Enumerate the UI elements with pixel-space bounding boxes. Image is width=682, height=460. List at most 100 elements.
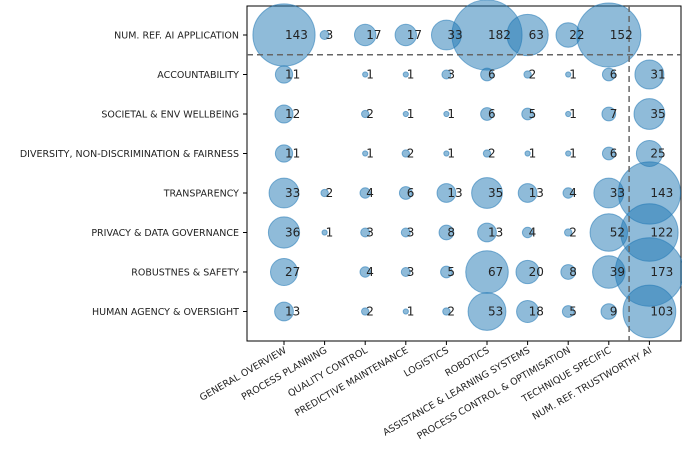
value-label: 103 (650, 305, 673, 319)
bubble-privacy-data-governance-process-control-optimisation (564, 228, 573, 237)
value-label: 4 (366, 186, 374, 200)
bubble-accountability-num-ref-trustworthy-ai (634, 59, 665, 90)
bubble-societal-env-wellbeing-assistance-learning-systems (521, 107, 534, 121)
value-label: 6 (407, 186, 415, 200)
value-label: 1 (366, 147, 374, 161)
value-label: 1 (407, 107, 415, 121)
bubble-human-agency-oversight-predictive-maintenance (402, 308, 409, 315)
value-label: 5 (529, 107, 537, 121)
bubble-privacy-data-governance-predictive-maintenance (400, 227, 411, 238)
value-label: 11 (285, 68, 300, 82)
value-label: 27 (285, 265, 300, 279)
bubble-accountability-quality-control (362, 71, 369, 78)
bubble-robustnes-safety-predictive-maintenance (400, 266, 411, 278)
bubble-diversity-non-discrimination-fairness-predictive-maintenance (401, 149, 410, 158)
value-label: 6 (610, 147, 618, 161)
bubble-human-agency-oversight-logistics (442, 307, 451, 316)
y-tick-label: SOCIETAL & ENV WELLBEING (101, 110, 239, 121)
bubble-privacy-data-governance-logistics (438, 224, 455, 241)
value-label: 143 (650, 186, 673, 200)
bubble-diversity-non-discrimination-fairness-quality-control (362, 150, 369, 157)
value-label: 1 (447, 107, 455, 121)
x-tick-label: ASSISTANCE & LEARNING SYSTEMS (381, 345, 532, 438)
bubble-societal-env-wellbeing-quality-control (361, 109, 370, 119)
bubble-robustnes-safety-general-overview (269, 257, 299, 287)
value-label: 13 (529, 186, 544, 200)
value-label: 1 (366, 68, 374, 82)
bubble-layer (252, 0, 682, 339)
value-label: 6 (488, 107, 496, 121)
value-label: 152 (610, 28, 633, 42)
bubble-accountability-process-control-optimisation (565, 71, 572, 78)
bubble-transparency-process-control-optimisation (562, 187, 574, 199)
value-label: 3 (366, 226, 374, 240)
value-label: 13 (285, 305, 300, 319)
separator-layer (247, 6, 681, 341)
bubble-num-ref-ai-application-technique-specific (576, 2, 642, 68)
bubble-human-agency-oversight-robotics (467, 292, 507, 331)
bubble-num-ref-ai-application-process-planning (319, 29, 330, 41)
value-label: 13 (447, 186, 462, 200)
value-label: 35 (488, 186, 503, 200)
value-label: 143 (285, 28, 308, 42)
bubble-diversity-non-discrimination-fairness-robotics (482, 149, 492, 158)
value-label: 67 (488, 265, 503, 279)
value-label: 7 (610, 107, 618, 121)
value-label: 33 (610, 186, 625, 200)
y-tick-label: ACCOUNTABILITY (157, 70, 239, 81)
bubble-transparency-predictive-maintenance (398, 186, 413, 200)
bubble-diversity-non-discrimination-fairness-logistics (443, 150, 450, 157)
value-label: 11 (285, 147, 300, 161)
bubble-accountability-robotics (480, 67, 494, 82)
bubble-privacy-data-governance-general-overview (267, 216, 301, 249)
y-tick-label: DIVERSITY, NON-DISCRIMINATION & FAIRNESS (20, 149, 239, 160)
value-label: 1 (529, 147, 537, 161)
value-label: 1 (569, 68, 577, 82)
bubble-transparency-assistance-learning-systems (517, 183, 538, 203)
bubble-accountability-predictive-maintenance (402, 71, 409, 78)
value-label: 5 (569, 305, 577, 319)
value-label: 2 (326, 186, 334, 200)
bubble-human-agency-oversight-quality-control (361, 307, 370, 316)
bubble-accountability-general-overview (274, 65, 294, 84)
value-label: 1 (326, 226, 334, 240)
value-label: 6 (610, 68, 618, 82)
bubble-robustnes-safety-process-control-optimisation (560, 264, 577, 280)
value-label: 182 (488, 28, 511, 42)
bubble-societal-env-wellbeing-technique-specific (601, 106, 617, 122)
bubble-societal-env-wellbeing-logistics (443, 110, 450, 118)
value-label: 20 (529, 265, 544, 279)
value-label: 22 (569, 28, 584, 42)
bubble-transparency-robotics (471, 177, 503, 209)
y-tick-label: ROBUSTNES & SAFETY (131, 268, 239, 279)
value-label: 2 (488, 147, 496, 161)
x-tick-label: LOGISTICS (402, 345, 451, 379)
bubble-transparency-quality-control (359, 187, 371, 199)
value-label: 17 (366, 28, 381, 42)
bubble-diversity-non-discrimination-fairness-general-overview (274, 144, 294, 163)
y-axis: NUM. REF. AI APPLICATION ACCOUNTABILITY SO… (20, 31, 247, 318)
value-label: 1 (407, 68, 415, 82)
value-label: 2 (529, 68, 537, 82)
value-label: 3 (407, 265, 415, 279)
bubble-robustnes-safety-logistics (440, 265, 453, 279)
y-tick-label: HUMAN AGENCY & OVERSIGHT (92, 307, 239, 318)
bubble-human-agency-oversight-assistance-learning-systems (516, 299, 540, 324)
value-label: 1 (407, 305, 415, 319)
value-label: 173 (650, 265, 673, 279)
value-label: 4 (366, 265, 374, 279)
y-tick-label: PRIVACY & DATA GOVERNANCE (91, 228, 239, 239)
value-label: 1 (569, 107, 577, 121)
value-label: 39 (610, 265, 625, 279)
value-label: 4 (529, 226, 537, 240)
bubble-transparency-process-planning (320, 188, 329, 198)
value-label: 17 (407, 28, 422, 42)
bubble-num-ref-ai-application-assistance-learning-systems (506, 13, 549, 57)
bubble-accountability-technique-specific (601, 67, 616, 82)
plot-frame (246, 5, 682, 342)
bubble-diversity-non-discrimination-fairness-process-control-optimisation (565, 150, 572, 157)
value-label: 1 (569, 147, 577, 161)
